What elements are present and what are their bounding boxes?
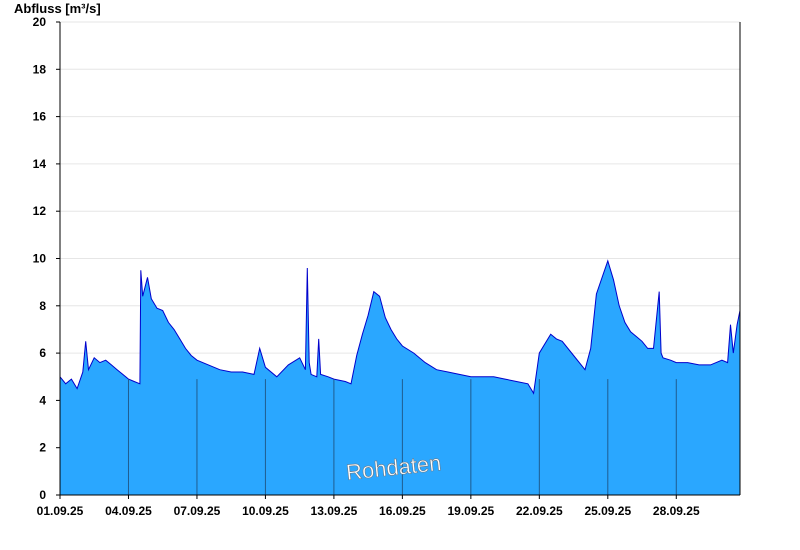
discharge-line [59, 259, 741, 395]
y-tick-label-2: 4 [39, 393, 46, 407]
y-tick-label-9: 18 [33, 62, 47, 76]
y-axis-label: Abfluss [m³/s] [14, 1, 101, 16]
x-tick-label-3: 10.09.25 [242, 504, 289, 518]
x-tick-label-7: 22.09.25 [516, 504, 563, 518]
x-tick-label-6: 19.09.25 [447, 504, 494, 518]
x-tick-label-1: 04.09.25 [105, 504, 152, 518]
x-ticks: 01.09.25 04.09.25 07.09.25 10.09.25 13.09.25… [37, 495, 700, 518]
x-tick-label-9: 28.09.25 [653, 504, 700, 518]
discharge-area [60, 260, 740, 495]
x-tick-label-2: 07.09.25 [174, 504, 221, 518]
y-tick-label-7: 14 [33, 157, 47, 171]
x-tick-label-5: 16.09.25 [379, 504, 426, 518]
data-area-layer [59, 259, 741, 495]
y-tick-label-5: 10 [33, 252, 47, 266]
y-tick-label-4: 8 [39, 299, 46, 313]
x-tick-label-4: 13.09.25 [311, 504, 358, 518]
y-tick-label-10: 20 [33, 15, 47, 29]
x-day-lines [127, 379, 677, 495]
y-tick-label-3: 6 [39, 346, 46, 360]
y-tick-label-1: 2 [39, 441, 46, 455]
y-tick-label-0: 0 [39, 488, 46, 502]
y-ticks: 0 2 4 6 8 10 12 14 16 18 20 [33, 15, 60, 502]
x-tick-label-0: 01.09.25 [37, 504, 84, 518]
y-tick-label-8: 16 [33, 110, 47, 124]
y-tick-label-6: 12 [33, 204, 47, 218]
x-tick-label-8: 25.09.25 [584, 504, 631, 518]
